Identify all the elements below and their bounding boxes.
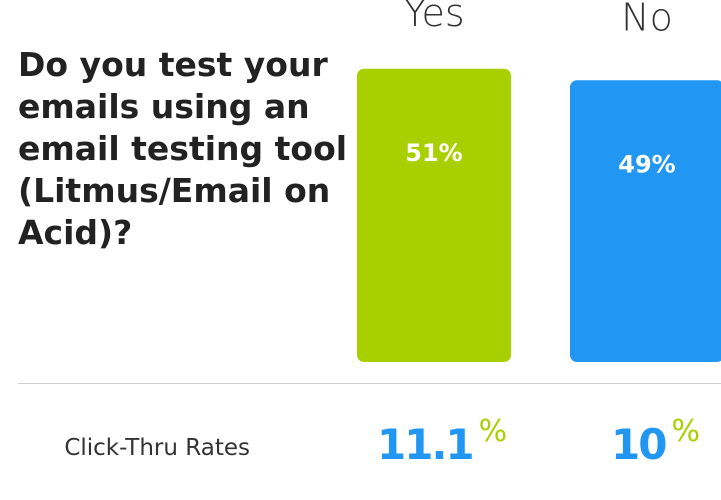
- metric-no-value: 10%: [611, 414, 700, 469]
- bar-no: [570, 80, 721, 362]
- metric-no-number: 10: [611, 420, 667, 469]
- metric-yes-number: 11.1: [377, 420, 475, 469]
- metric-yes-value: 11.1%: [377, 414, 507, 469]
- metric-label: Click-Thru Rates: [64, 435, 250, 461]
- category-label-yes: Yes: [403, 0, 464, 35]
- value-label-no: 49%: [618, 150, 675, 178]
- category-label-no: No: [621, 0, 673, 39]
- metric-yes-percent-sign: %: [478, 414, 508, 449]
- survey-question: Do you test your emails using an email t…: [18, 45, 348, 252]
- divider-line: [18, 383, 721, 384]
- bar-yes: [357, 68, 511, 362]
- metric-no-percent-sign: %: [671, 414, 700, 449]
- value-label-yes: 51%: [405, 139, 462, 167]
